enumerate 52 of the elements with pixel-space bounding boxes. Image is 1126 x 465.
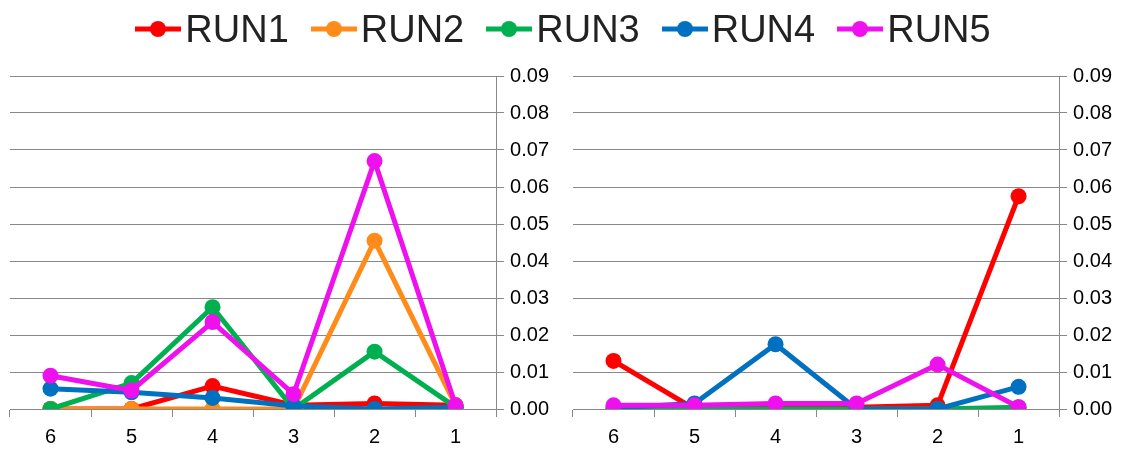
legend-label: RUN4 [711, 7, 816, 51]
y-tick-label: 0.06 [1073, 174, 1113, 197]
x-tick-label: 5 [125, 424, 138, 447]
y-tick-label: 0.04 [1073, 248, 1113, 271]
y-tick-label: 0.07 [510, 137, 550, 160]
x-tick-label: 2 [368, 424, 381, 447]
x-tick-label: 1 [450, 424, 462, 447]
point [767, 336, 784, 353]
y-tick-label: 0.08 [510, 100, 550, 123]
point [366, 343, 383, 360]
y-tick-label: 0.05 [510, 211, 550, 234]
x-tick-label: 4 [206, 424, 219, 447]
x-tick-label: 1 [1013, 424, 1025, 447]
y-tick-label: 0.09 [510, 63, 550, 86]
y-tick-label: 0.02 [1073, 322, 1113, 345]
x-tick-label: 3 [287, 424, 300, 447]
y-tick-label: 0.01 [510, 359, 550, 382]
legend-label: RUN5 [887, 7, 991, 51]
y-tick-label: 0.00 [510, 396, 550, 419]
point [1010, 378, 1027, 395]
point [848, 395, 865, 409]
point [366, 153, 383, 170]
x-tick-label: 2 [931, 424, 944, 447]
x-tick-label: 6 [44, 424, 57, 447]
x-tick-label: 5 [688, 424, 701, 447]
point [204, 314, 221, 331]
y-tick-label: 0.01 [1073, 359, 1113, 382]
point [605, 352, 622, 369]
x-tick-label: 4 [769, 424, 782, 447]
y-tick-label: 0.07 [1073, 137, 1113, 160]
point [285, 386, 302, 403]
point [42, 367, 59, 384]
y-tick-label: 0.03 [510, 285, 550, 308]
y-tick-label: 0.00 [1073, 396, 1113, 419]
point [366, 232, 383, 249]
legend-label: RUN2 [360, 7, 465, 51]
point [929, 356, 946, 373]
x-tick-label: 6 [607, 424, 620, 447]
y-tick-label: 0.06 [510, 174, 550, 197]
y-tick-label: 0.04 [510, 248, 550, 271]
y-tick-label: 0.03 [1073, 285, 1113, 308]
point [1010, 188, 1027, 205]
point [767, 395, 784, 409]
legend-label: RUN1 [185, 7, 289, 51]
y-tick-label: 0.05 [1073, 211, 1113, 234]
y-tick-label: 0.02 [510, 322, 550, 345]
legend-label: RUN3 [536, 7, 640, 51]
point [204, 389, 221, 406]
y-tick-label: 0.09 [1073, 63, 1113, 86]
point [204, 299, 221, 316]
y-tick-label: 0.08 [1073, 100, 1113, 123]
x-tick-label: 3 [850, 424, 863, 447]
